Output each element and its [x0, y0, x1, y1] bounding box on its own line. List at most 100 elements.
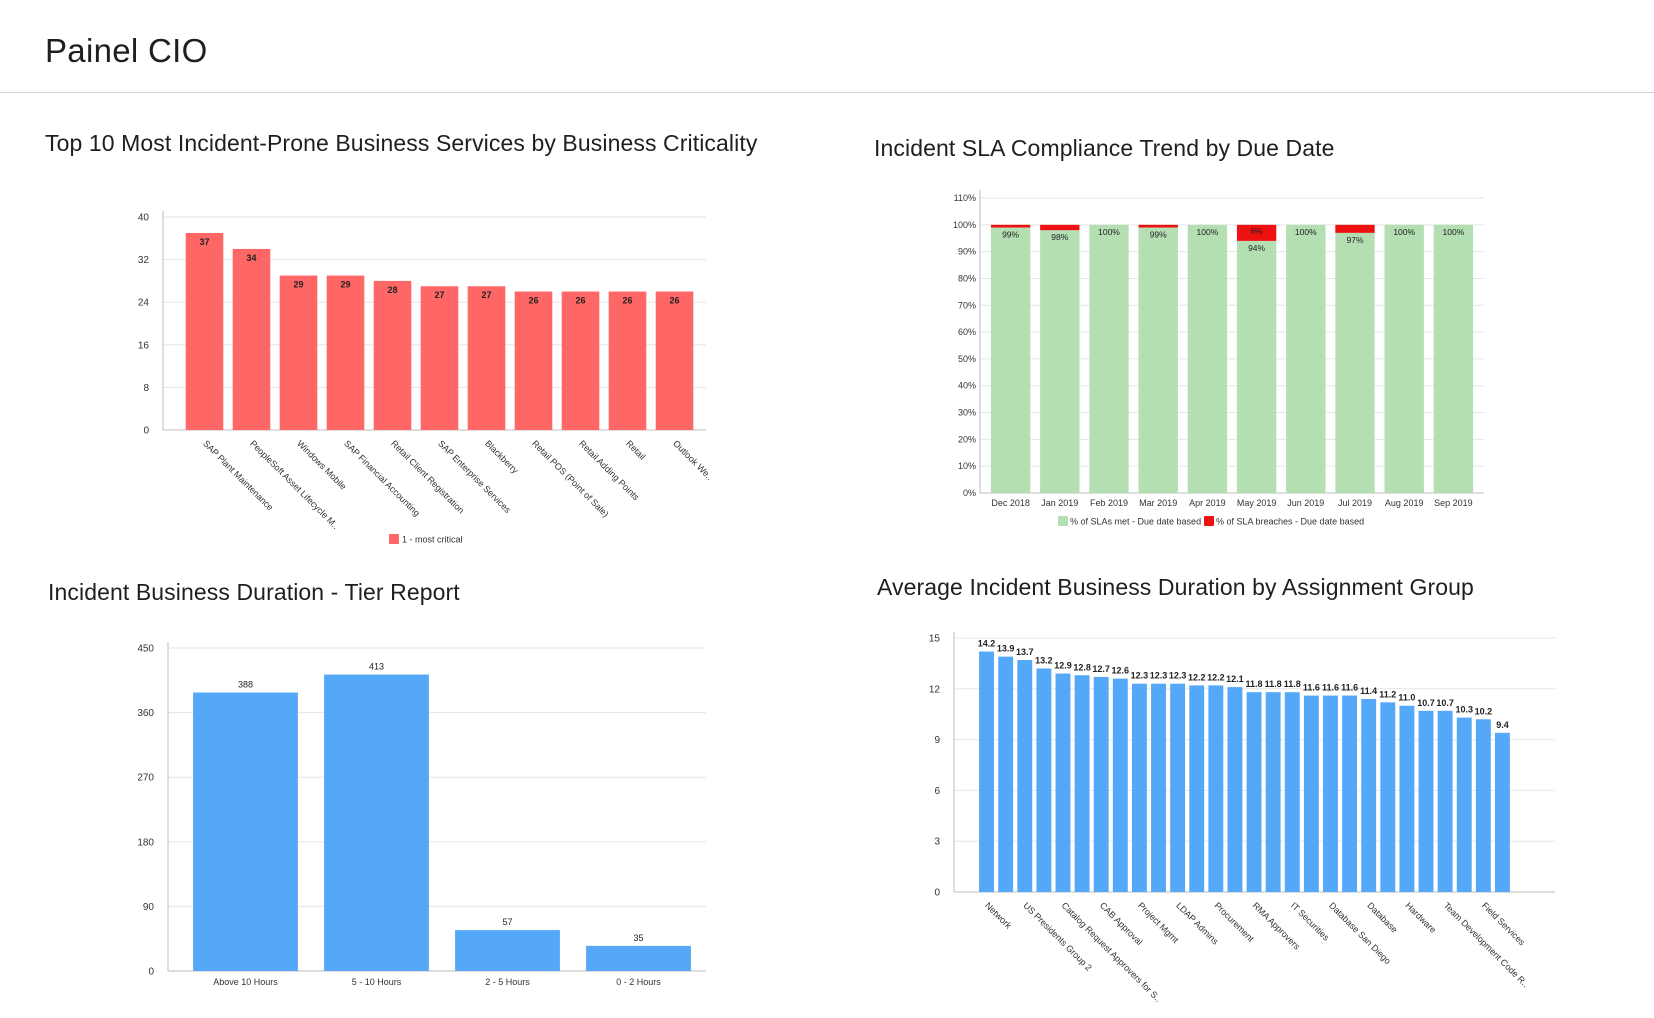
data-label: 26 — [622, 296, 632, 306]
data-label: 35 — [633, 933, 643, 943]
data-label: 12.2 — [1207, 672, 1225, 682]
y-tick-label: 12 — [929, 684, 941, 695]
y-tick-label: 24 — [138, 298, 150, 309]
data-label-breach: 6% — [1250, 226, 1263, 236]
data-label: 12.9 — [1054, 661, 1072, 671]
x-tick-label: Jul 2019 — [1338, 498, 1372, 508]
x-tick-label: Sep 2019 — [1434, 498, 1473, 508]
bar-sla-met — [1236, 240, 1277, 493]
bar — [1112, 678, 1128, 892]
y-tick-label: 60% — [958, 327, 976, 337]
data-label: 11.6 — [1322, 683, 1339, 693]
data-label: 10.2 — [1475, 706, 1493, 716]
bar-sla-met — [1040, 230, 1080, 493]
x-tick-label: May 2019 — [1237, 498, 1277, 508]
y-tick-label: 20% — [958, 434, 976, 444]
y-tick-label: 0 — [148, 967, 154, 978]
data-label: 13.7 — [1016, 647, 1034, 657]
data-label: 9.4 — [1496, 720, 1509, 730]
bar — [279, 275, 318, 430]
bar — [1323, 695, 1338, 892]
x-tick-label: US Presidents Group 2 — [1021, 900, 1094, 973]
chart-title-duration-tier: Incident Business Duration - Tier Report — [48, 579, 460, 605]
data-label: 29 — [340, 280, 350, 290]
bar — [1494, 732, 1510, 892]
y-tick-label: 16 — [138, 340, 150, 351]
bar — [608, 291, 647, 430]
legend-swatch-most-critical — [389, 534, 399, 544]
data-label-met: 100% — [1393, 227, 1415, 237]
x-tick-label: Mar 2019 — [1139, 498, 1177, 508]
legend-swatch-sla-breach — [1204, 516, 1214, 526]
x-tick-label: Above 10 Hours — [213, 977, 278, 987]
bar — [1017, 660, 1033, 892]
chart-title-assignment-group: Average Incident Business Duration by As… — [877, 574, 1474, 600]
bar-sla-breach — [1040, 224, 1080, 231]
data-label: 11.6 — [1303, 683, 1320, 693]
data-label: 12.8 — [1073, 662, 1091, 672]
y-tick-label: 6 — [934, 786, 940, 797]
y-tick-label: 360 — [137, 708, 154, 719]
data-label: 11.8 — [1284, 679, 1301, 689]
legend-label-sla-breach: % of SLA breaches - Due date based — [1216, 517, 1364, 527]
data-label: 413 — [369, 662, 384, 672]
x-tick-label: Jun 2019 — [1287, 498, 1324, 508]
data-label-met: 98% — [1051, 232, 1068, 242]
legend-swatch-sla-met — [1058, 516, 1068, 526]
y-tick-label: 270 — [137, 773, 154, 784]
bar — [1055, 673, 1071, 892]
y-tick-label: 180 — [137, 837, 154, 848]
data-label: 34 — [246, 253, 256, 263]
y-tick-label: 10% — [958, 461, 976, 471]
bar — [373, 280, 412, 430]
data-label-met: 100% — [1295, 227, 1317, 237]
x-tick-label: Aug 2019 — [1385, 498, 1424, 508]
data-label: 11.6 — [1341, 683, 1358, 693]
data-label-met: 99% — [1150, 230, 1167, 240]
data-label-met: 97% — [1346, 235, 1363, 245]
bar — [1418, 710, 1434, 892]
x-tick-label: Apr 2019 — [1189, 498, 1226, 508]
x-tick-label: Team Development Code R.. — [1442, 900, 1531, 989]
y-tick-label: 90% — [958, 247, 976, 257]
y-tick-label: 110% — [954, 193, 976, 203]
y-tick-label: 70% — [958, 300, 976, 310]
data-label-met: 100% — [1098, 227, 1120, 237]
data-label: 12.3 — [1169, 671, 1187, 681]
data-label: 10.7 — [1417, 698, 1435, 708]
data-label: 12.6 — [1112, 666, 1130, 676]
y-tick-label: 450 — [137, 644, 154, 655]
bar — [1456, 717, 1472, 892]
bar — [1475, 719, 1491, 892]
x-tick-label: Dec 2018 — [991, 498, 1030, 508]
data-label-met: 100% — [1443, 227, 1465, 237]
data-label: 12.3 — [1131, 671, 1149, 681]
bar — [1036, 668, 1052, 892]
data-label-met: 100% — [1197, 227, 1219, 237]
bar — [1189, 685, 1205, 892]
bar — [1131, 683, 1147, 892]
data-label: 10.7 — [1436, 698, 1454, 708]
bar — [1361, 698, 1377, 892]
bar — [467, 286, 506, 430]
x-tick-label: 5 - 10 Hours — [352, 977, 402, 987]
bar — [514, 291, 553, 430]
legend-label-most-critical: 1 - most critical — [402, 535, 463, 545]
data-label: 26 — [669, 296, 679, 306]
bar — [1399, 705, 1415, 892]
x-tick-label: Database — [1365, 900, 1399, 934]
y-tick-label: 30% — [958, 408, 976, 418]
x-tick-label: Network — [983, 900, 1014, 931]
bar — [586, 945, 691, 971]
bar-sla-breach — [1335, 224, 1375, 233]
chart-title-sla-compliance: Incident SLA Compliance Trend by Due Dat… — [874, 135, 1335, 161]
y-tick-label: 3 — [934, 837, 940, 848]
data-label: 37 — [199, 237, 209, 247]
data-label: 388 — [238, 680, 253, 690]
bar — [1246, 692, 1262, 892]
bar — [561, 291, 600, 430]
data-label: 27 — [434, 290, 444, 300]
bar — [1342, 695, 1358, 892]
